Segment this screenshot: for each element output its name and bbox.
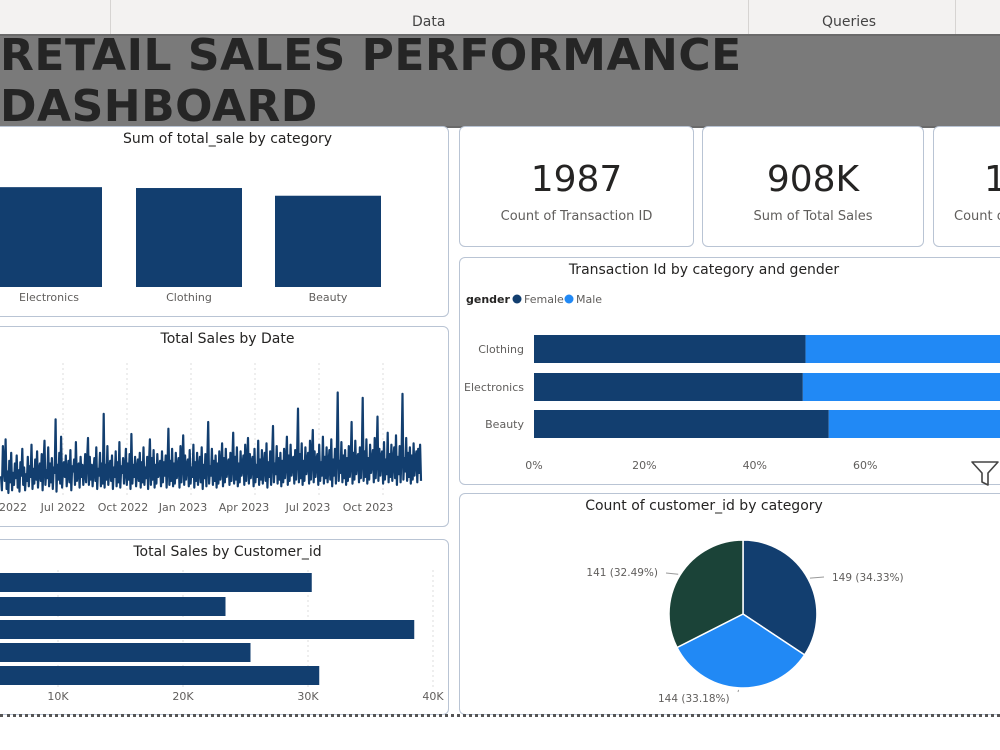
pie-leader-line bbox=[737, 689, 740, 693]
legend-title: gender bbox=[466, 293, 511, 306]
category-bar bbox=[0, 187, 102, 287]
customer-count-chart: 149 (34.33%) 144 (33.18%) 141 (32.49%) bbox=[586, 539, 904, 705]
kpi-label-third: Count o bbox=[954, 209, 1000, 224]
date-tick-label: 2022 bbox=[0, 501, 27, 514]
ribbon-divider bbox=[110, 0, 111, 34]
gender-category-label: Clothing bbox=[478, 343, 524, 356]
customer-bar bbox=[0, 666, 320, 685]
customer-bar bbox=[0, 573, 312, 592]
kpi-value-total-sales: 908K bbox=[766, 159, 860, 200]
category-tick-label: Electronics bbox=[19, 291, 79, 304]
category-tick-label: Clothing bbox=[166, 291, 212, 304]
sales-by-customer-chart: 10K 20K 30K 40K bbox=[0, 570, 444, 703]
legend-male-marker bbox=[564, 294, 574, 304]
sales-by-date-title: Total Sales by Date bbox=[160, 331, 295, 347]
sales-by-customer-title: Total Sales by Customer_id bbox=[133, 544, 322, 560]
female-bar-segment bbox=[534, 335, 806, 363]
kpi-card-transactions[interactable]: 1987 Count of Transaction ID bbox=[459, 126, 694, 247]
legend-female-marker bbox=[512, 294, 522, 304]
category-sales-card[interactable]: Sum of total_sale by category Electronic… bbox=[0, 126, 449, 317]
sales-by-date-card[interactable]: Total Sales by Date 2022 Jul 2022 Oct 2022… bbox=[0, 326, 449, 527]
customer-tick-label: 10K bbox=[47, 690, 69, 703]
gender-tick-label: 40% bbox=[743, 459, 767, 472]
customer-tick-label: 20K bbox=[172, 690, 194, 703]
title-banner: RETAIL SALES PERFORMANCE DASHBOARD bbox=[0, 30, 1000, 132]
gender-category-card[interactable]: Transaction Id by category and gender ge… bbox=[459, 257, 1000, 485]
tab-queries[interactable]: Queries bbox=[822, 14, 877, 30]
pie-slice bbox=[668, 539, 744, 649]
date-tick-label: Jan 2023 bbox=[158, 501, 207, 514]
sales-by-customer-card[interactable]: Total Sales by Customer_id 10K 20K 30K 40K bbox=[0, 539, 449, 715]
category-bar bbox=[275, 195, 381, 287]
date-tick-label: Jul 2022 bbox=[40, 501, 86, 514]
ribbon-divider bbox=[955, 0, 956, 34]
category-tick-label: Beauty bbox=[309, 291, 348, 304]
tab-data[interactable]: Data bbox=[412, 14, 446, 30]
customer-count-card[interactable]: Count of customer_id by category 149 (34… bbox=[459, 493, 1000, 715]
date-tick-label: Oct 2022 bbox=[98, 501, 149, 514]
pie-leader-line bbox=[809, 576, 825, 579]
male-bar-segment bbox=[828, 410, 1000, 438]
pie-data-label: 149 (34.33%) bbox=[832, 572, 904, 584]
kpi-value-transactions: 1987 bbox=[530, 159, 623, 200]
customer-bar bbox=[0, 597, 226, 616]
ribbon-divider bbox=[748, 0, 749, 34]
gender-tick-label: 60% bbox=[853, 459, 877, 472]
customer-bar bbox=[0, 643, 251, 662]
sales-by-date-chart: 2022 Jul 2022 Oct 2022 Jan 2023 Apr 2023 Jul … bbox=[0, 363, 423, 514]
pie-slice bbox=[675, 613, 806, 689]
category-bar bbox=[136, 188, 242, 287]
customer-tick-label: 40K bbox=[422, 690, 444, 703]
pie-data-label: 141 (32.49%) bbox=[586, 567, 658, 579]
gender-tick-label: 0% bbox=[525, 459, 542, 472]
date-tick-label: Oct 2023 bbox=[343, 501, 394, 514]
gender-category-chart: gender Female Male Clothing Electronics Be… bbox=[464, 293, 1000, 472]
legend-male-label[interactable]: Male bbox=[576, 293, 602, 306]
kpi-card-total-sales[interactable]: 908K Sum of Total Sales bbox=[702, 126, 924, 247]
gender-category-label: Electronics bbox=[464, 381, 524, 394]
gender-category-title: Transaction Id by category and gender bbox=[568, 262, 840, 278]
customer-tick-label: 30K bbox=[297, 690, 319, 703]
gender-category-label: Beauty bbox=[485, 418, 524, 431]
sales-line bbox=[0, 391, 423, 495]
legend-female-label[interactable]: Female bbox=[524, 293, 564, 306]
funnel-icon[interactable] bbox=[970, 458, 1000, 488]
date-tick-label: Apr 2023 bbox=[219, 501, 270, 514]
male-bar-segment bbox=[805, 335, 1000, 363]
gender-tick-label: 20% bbox=[632, 459, 656, 472]
customer-count-title: Count of customer_id by category bbox=[585, 498, 823, 514]
male-bar-segment bbox=[802, 373, 1000, 401]
kpi-label-transactions: Count of Transaction ID bbox=[500, 209, 653, 224]
pie-leader-line bbox=[665, 572, 679, 575]
kpi-label-total-sales: Sum of Total Sales bbox=[753, 209, 873, 224]
customer-bar bbox=[0, 620, 415, 639]
dashboard-title: RETAIL SALES PERFORMANCE DASHBOARD bbox=[0, 30, 742, 132]
date-tick-label: Jul 2023 bbox=[285, 501, 331, 514]
canvas-bottom-border bbox=[0, 714, 1000, 717]
category-sales-chart: Electronics Clothing Beauty bbox=[0, 187, 381, 304]
female-bar-segment bbox=[534, 373, 803, 401]
female-bar-segment bbox=[534, 410, 829, 438]
pie-data-label: 144 (33.18%) bbox=[658, 693, 730, 705]
kpi-card-third[interactable]: 1 Count o bbox=[933, 126, 1000, 247]
category-sales-title: Sum of total_sale by category bbox=[122, 131, 333, 147]
kpi-value-third: 1 bbox=[984, 159, 1000, 200]
